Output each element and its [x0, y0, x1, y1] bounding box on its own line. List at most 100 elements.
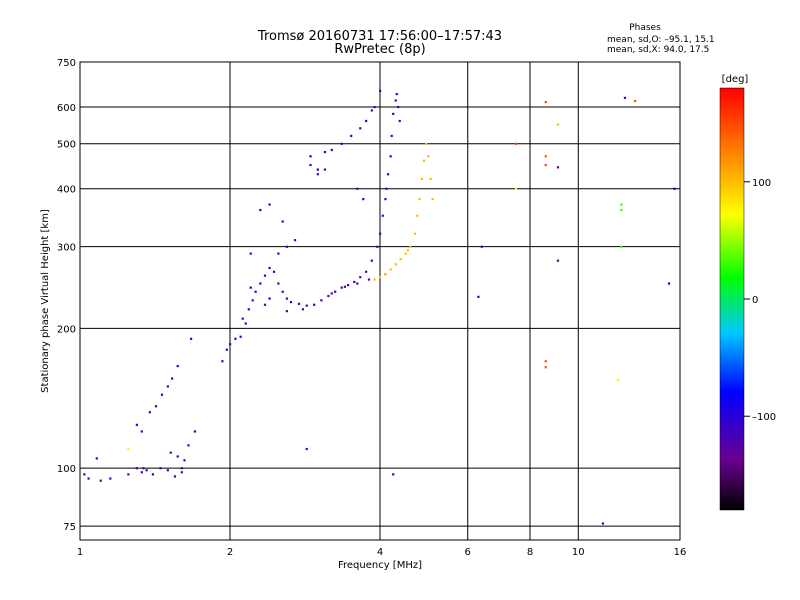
x-axis: 1 2 4 6 8 10 16: [77, 547, 687, 558]
data-point: [386, 173, 390, 176]
data-point: [359, 276, 362, 279]
x-tick-label: 16: [674, 547, 687, 558]
data-point: [359, 127, 362, 130]
colorbar-ticks: 100 0 –100: [744, 178, 776, 423]
data-point: [379, 276, 382, 279]
data-point: [263, 274, 267, 277]
data-point: [353, 280, 356, 284]
data-point: [425, 142, 428, 145]
data-point: [87, 477, 90, 480]
data-point: [176, 364, 179, 368]
data-point: [376, 245, 379, 248]
data-point: [95, 457, 98, 460]
data-point: [241, 317, 244, 320]
data-point: [477, 295, 480, 298]
data-point: [268, 297, 271, 300]
data-point: [373, 278, 376, 281]
data-point: [263, 303, 267, 306]
data-point: [140, 471, 143, 474]
data-point: [127, 473, 130, 476]
data-point: [234, 337, 237, 340]
y-tick-label: 750: [57, 58, 76, 69]
data-point: [247, 308, 250, 311]
data-point: [623, 96, 627, 99]
data-point: [544, 360, 547, 363]
data-point: [544, 100, 547, 104]
x-tick-label: 6: [465, 547, 471, 558]
data-point: [154, 405, 158, 408]
data-point: [406, 249, 410, 252]
data-point: [229, 343, 232, 346]
y-tick-label: 500: [57, 140, 76, 151]
data-point: [281, 220, 284, 223]
y-axis: 75 100 200 300 400 500 600 750: [57, 58, 76, 533]
data-point: [667, 282, 671, 285]
data-point: [431, 198, 434, 201]
data-point: [379, 89, 382, 93]
data-point: [193, 430, 197, 433]
data-point: [99, 479, 102, 482]
data-point: [601, 522, 605, 525]
data-point: [323, 168, 327, 171]
y-tick-label: 100: [57, 464, 76, 475]
data-point: [384, 198, 387, 201]
data-point: [544, 155, 547, 158]
data-point: [140, 430, 143, 433]
chart-subtitle: RwPretec (8p): [334, 42, 425, 57]
data-point: [427, 155, 430, 158]
data-point: [340, 142, 343, 145]
data-point: [413, 232, 417, 235]
data-point: [389, 155, 392, 158]
data-point: [365, 119, 368, 123]
y-tick-label: 200: [57, 324, 76, 335]
data-point: [268, 266, 271, 270]
data-point: [135, 467, 138, 470]
phases-x-stats: mean, sd,X: 94.0, 17.5: [607, 45, 709, 55]
data-point: [418, 198, 421, 201]
data-point: [142, 467, 145, 470]
data-point: [429, 177, 432, 181]
data-point: [259, 282, 262, 285]
y-tick-label: 400: [57, 185, 76, 196]
data-point: [309, 155, 312, 158]
data-point: [404, 252, 407, 255]
data-point: [634, 100, 637, 103]
data-point: [544, 366, 547, 369]
data-point: [395, 92, 398, 96]
data-point: [323, 150, 327, 154]
data-point: [225, 348, 228, 351]
x-tick-label: 10: [572, 547, 585, 558]
data-point: [373, 105, 376, 109]
data-point: [305, 447, 308, 451]
data-point: [620, 245, 623, 248]
data-point: [515, 187, 518, 190]
data-point: [301, 308, 305, 311]
data-point: [277, 252, 280, 255]
data-point: [389, 268, 392, 271]
data-point: [316, 168, 319, 171]
data-point: [556, 259, 560, 262]
data-point: [239, 335, 242, 338]
data-point: [127, 447, 130, 451]
data-point: [381, 214, 384, 217]
data-point: [145, 469, 148, 472]
data-point: [254, 290, 257, 293]
x-tick-label: 4: [377, 547, 383, 558]
data-point: [515, 142, 518, 145]
phases-o-stats: mean, sd,O: –95.1, 15.1: [607, 35, 715, 45]
data-point: [285, 245, 288, 248]
data-point: [83, 473, 86, 476]
data-point: [268, 203, 271, 206]
data-point: [166, 469, 169, 472]
data-point: [187, 444, 190, 447]
x-axis-label: Frequency [MHz]: [338, 560, 422, 571]
data-point: [135, 423, 138, 426]
data-point: [616, 378, 619, 381]
y-tick-label: 75: [63, 522, 76, 533]
data-point: [285, 310, 288, 313]
data-point: [309, 163, 312, 167]
colorbar: [719, 87, 745, 511]
data-point: [385, 187, 388, 190]
data-point: [398, 119, 401, 123]
